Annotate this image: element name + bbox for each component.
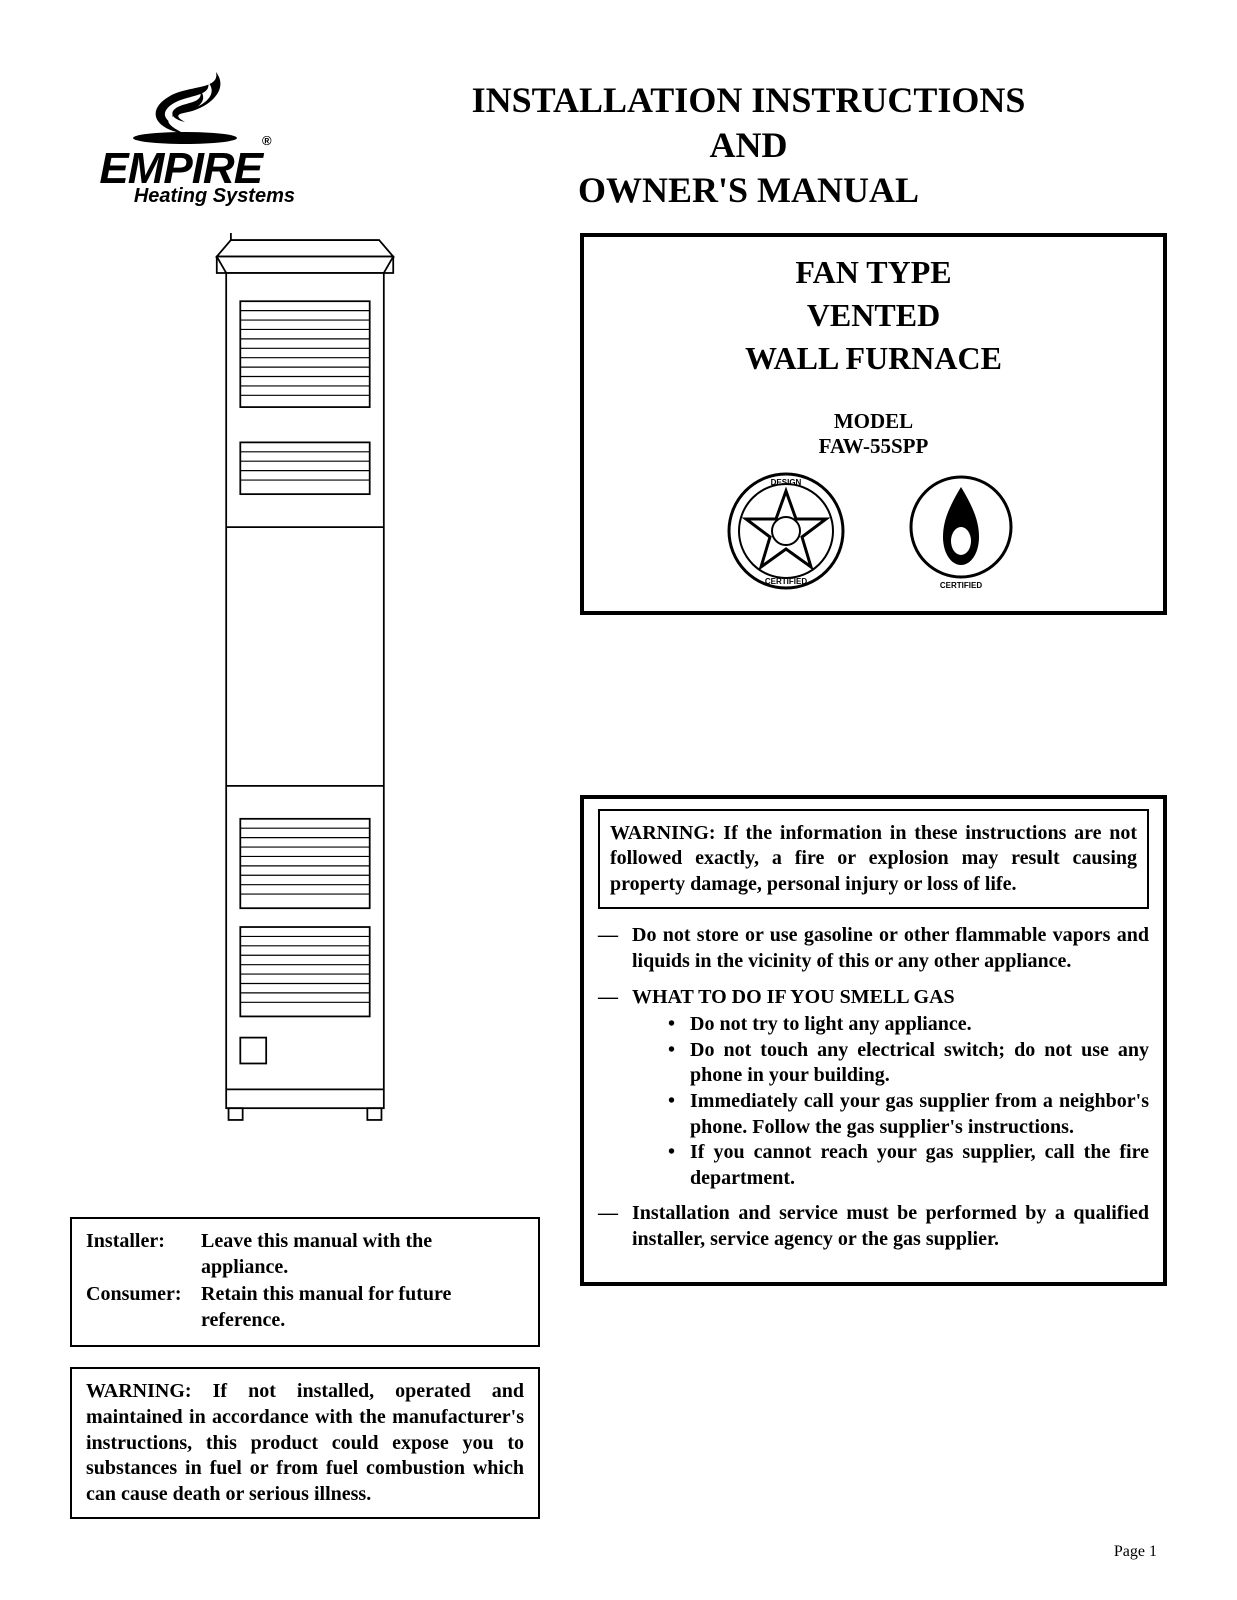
header: EMPIRE® Heating Systems INSTALLATION INS…: [70, 60, 1167, 213]
product-type-line2: VENTED: [602, 294, 1145, 337]
svg-text:CERTIFIED: CERTIFIED: [765, 577, 807, 586]
installer-text: Leave this manual with the appliance.: [201, 1229, 524, 1280]
model-label: MODEL: [602, 409, 1145, 434]
dash-item-1-text: WHAT TO DO IF YOU SMELL GAS: [632, 986, 955, 1008]
main-title-line2: AND: [330, 123, 1167, 168]
page-number: Page 1: [70, 1543, 1167, 1561]
product-type-line3: WALL FURNACE: [602, 337, 1145, 380]
gas-bullet-list: Do not try to light any appliance. Do no…: [632, 1012, 1149, 1191]
brand-name-text: EMPIRE: [99, 144, 262, 193]
swirl-icon: [130, 60, 240, 145]
warning-right-box: WARNING: If the information in these ins…: [580, 795, 1167, 1287]
svg-text:DESIGN: DESIGN: [771, 478, 802, 487]
design-certified-badge-icon: DESIGN CERTIFIED: [726, 471, 846, 591]
gas-bullet-3: If you cannot reach your gas supplier, c…: [668, 1140, 1149, 1191]
warning-left-text: WARNING: If not installed, operated and …: [86, 1380, 524, 1504]
brand-name: EMPIRE®: [70, 149, 300, 189]
gas-bullet-2: Immediately call your gas supplier from …: [668, 1089, 1149, 1140]
dash-item-2-text: Installation and service must be perform…: [632, 1202, 1149, 1250]
installer-label: Installer:: [86, 1229, 201, 1280]
svg-text:CERTIFIED: CERTIFIED: [940, 581, 982, 590]
gas-bullet-1: Do not touch any electrical switch; do n…: [668, 1038, 1149, 1089]
right-column: FAN TYPE VENTED WALL FURNACE MODEL FAW-5…: [580, 233, 1167, 1519]
csa-certified-badge-icon: CERTIFIED: [901, 471, 1021, 591]
product-type-line1: FAN TYPE: [602, 251, 1145, 294]
installer-note: Installer: Leave this manual with the ap…: [86, 1229, 524, 1280]
warning-right-inner-text: WARNING: If the information in these ins…: [610, 822, 1137, 895]
brand-logo: EMPIRE® Heating Systems: [70, 60, 300, 208]
model-box: FAN TYPE VENTED WALL FURNACE MODEL FAW-5…: [580, 233, 1167, 615]
dash-item-1: WHAT TO DO IF YOU SMELL GAS Do not try t…: [598, 985, 1149, 1192]
warning-left-box: WARNING: If not installed, operated and …: [70, 1367, 540, 1519]
main-title-line1: INSTALLATION INSTRUCTIONS: [330, 78, 1167, 123]
certification-badges: DESIGN CERTIFIED CERTIFIED: [602, 471, 1145, 591]
warning-right-inner: WARNING: If the information in these ins…: [598, 809, 1149, 910]
consumer-label: Consumer:: [86, 1282, 201, 1333]
consumer-note: Consumer: Retain this manual for future …: [86, 1282, 524, 1333]
main-title: INSTALLATION INSTRUCTIONS AND OWNER'S MA…: [330, 60, 1167, 213]
dash-item-2: Installation and service must be perform…: [598, 1201, 1149, 1252]
consumer-text: Retain this manual for future reference.: [201, 1282, 524, 1333]
warning-dash-list: Do not store or use gasoline or other fl…: [598, 923, 1149, 1252]
dash-item-0: Do not store or use gasoline or other fl…: [598, 923, 1149, 974]
gas-bullet-0: Do not try to light any appliance.: [668, 1012, 1149, 1038]
product-type: FAN TYPE VENTED WALL FURNACE: [602, 251, 1145, 381]
model-value: FAW-55SPP: [602, 434, 1145, 459]
registered-mark: ®: [262, 133, 271, 148]
product-illustration: [205, 233, 405, 1127]
dash-item-0-text: Do not store or use gasoline or other fl…: [632, 924, 1149, 972]
body-columns: Installer: Leave this manual with the ap…: [70, 233, 1167, 1519]
retention-notes-box: Installer: Leave this manual with the ap…: [70, 1217, 540, 1347]
left-column: Installer: Leave this manual with the ap…: [70, 233, 540, 1519]
main-title-line3: OWNER'S MANUAL: [330, 168, 1167, 213]
